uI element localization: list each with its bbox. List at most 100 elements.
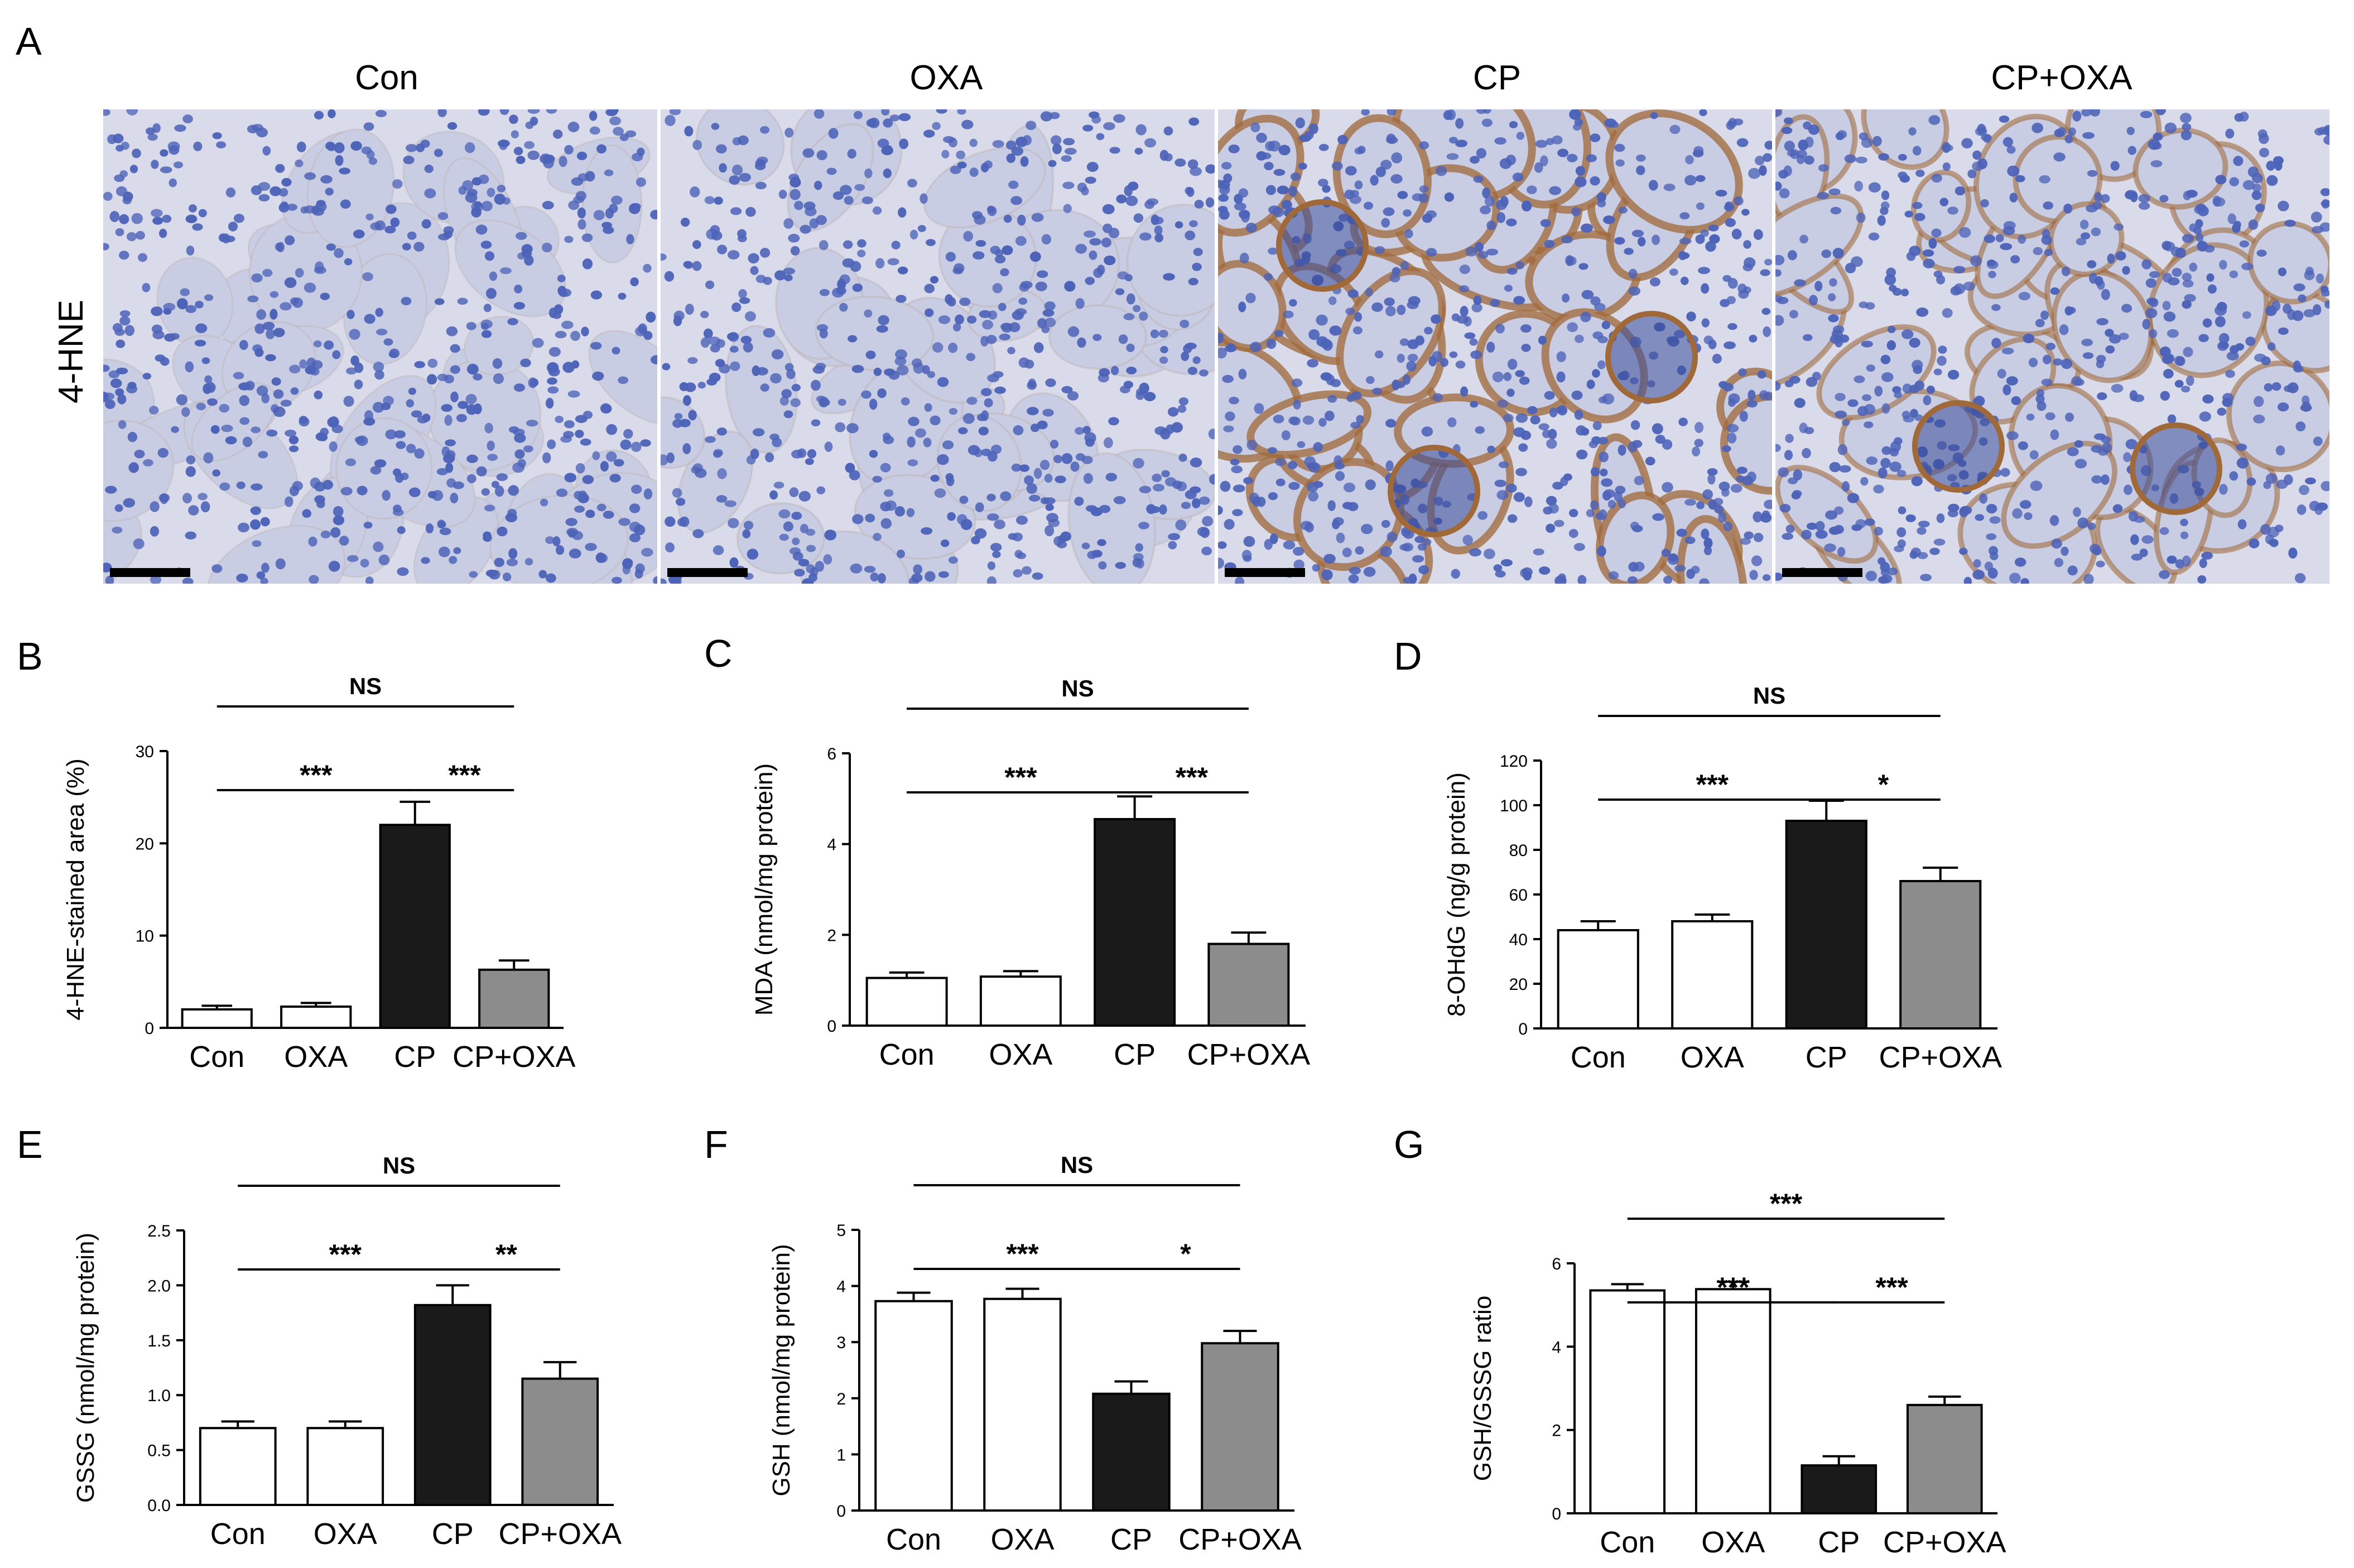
nucleus: [2042, 354, 2052, 364]
nucleus: [2264, 383, 2273, 392]
nucleus: [115, 339, 126, 348]
significance-label: ***: [329, 1239, 362, 1270]
nucleus: [2035, 319, 2045, 328]
nucleus: [1037, 270, 1048, 278]
nucleus: [2091, 227, 2101, 237]
nucleus: [1332, 520, 1340, 530]
nucleus: [810, 379, 821, 391]
nucleus: [1190, 486, 1201, 494]
nucleus: [212, 469, 221, 477]
nucleus: [151, 209, 163, 218]
nucleus: [596, 144, 606, 154]
nucleus: [984, 398, 993, 408]
nucleus: [2321, 480, 2329, 492]
nucleus: [372, 402, 384, 413]
nucleus: [1008, 533, 1018, 540]
nucleus: [1234, 194, 1243, 204]
nucleus: [2225, 369, 2235, 378]
nucleus: [1235, 576, 1245, 584]
nucleus: [2153, 132, 2163, 141]
nucleus: [1150, 329, 1159, 339]
nucleus: [577, 219, 586, 230]
nucleus: [1898, 153, 1907, 161]
nucleus: [225, 187, 236, 198]
nucleus: [2125, 190, 2138, 199]
nucleus: [1595, 512, 1605, 520]
nucleus: [262, 146, 271, 156]
bar-cp: [413, 1304, 492, 1506]
nucleus: [1695, 422, 1704, 434]
nucleus: [1828, 526, 1841, 535]
nucleus: [784, 274, 793, 281]
nucleus: [1909, 384, 1920, 393]
nucleus: [1902, 411, 1910, 419]
nucleus: [1984, 561, 1994, 571]
nucleus: [881, 109, 890, 116]
nucleus: [1031, 213, 1044, 222]
nucleus: [481, 201, 493, 211]
nucleus: [541, 242, 552, 253]
nucleus: [382, 490, 391, 501]
nucleus: [1371, 302, 1383, 312]
nucleus: [1817, 191, 1830, 200]
glomerulus: [1605, 311, 1698, 403]
nucleus: [216, 141, 227, 148]
category-label: OXA: [284, 1040, 348, 1074]
nucleus: [1245, 223, 1257, 233]
nucleus: [469, 571, 478, 578]
nucleus: [228, 222, 238, 232]
nucleus: [200, 501, 210, 513]
nucleus: [992, 283, 1003, 294]
nucleus: [1540, 155, 1548, 167]
nucleus: [119, 310, 131, 317]
nucleus: [791, 450, 803, 459]
nucleus: [1055, 475, 1066, 484]
nucleus: [1105, 473, 1118, 482]
bar-cp-oxa: [1906, 1403, 1983, 1515]
nucleus: [1322, 185, 1331, 193]
nucleus: [2298, 294, 2307, 302]
nucleus: [2001, 347, 2014, 355]
nucleus: [1923, 258, 1935, 269]
nucleus: [1123, 313, 1135, 320]
nucleus: [1029, 494, 1041, 502]
category-label: Con: [1600, 1526, 1655, 1559]
nucleus: [2059, 324, 2069, 335]
nucleus: [1015, 515, 1028, 525]
nucleus: [1556, 351, 1566, 363]
nucleus: [2063, 203, 2073, 214]
nucleus: [1920, 574, 1932, 581]
nucleus: [466, 189, 478, 197]
nucleus: [938, 315, 951, 324]
nucleus: [2051, 538, 2062, 549]
nucleus: [115, 228, 124, 237]
nucleus: [828, 128, 839, 139]
nucleus: [1512, 172, 1524, 182]
nucleus: [508, 485, 519, 496]
nucleus: [1275, 458, 1286, 466]
significance-label: ***: [1004, 762, 1037, 793]
nucleus: [1350, 421, 1361, 429]
nucleus: [492, 358, 503, 369]
nucleus: [280, 400, 292, 407]
nucleus: [1243, 477, 1254, 484]
nucleus: [1678, 417, 1688, 426]
nucleus: [1035, 281, 1047, 291]
nucleus: [527, 109, 540, 114]
nucleus: [1273, 415, 1284, 424]
nucleus: [1293, 399, 1301, 410]
nucleus: [2323, 124, 2329, 136]
nucleus: [1111, 365, 1119, 376]
nucleus: [2260, 524, 2271, 535]
nucleus: [1291, 378, 1303, 387]
nucleus: [814, 180, 822, 190]
nucleus: [2112, 504, 2123, 513]
nucleus: [1032, 572, 1043, 580]
nucleus: [1513, 296, 1525, 305]
nucleus: [339, 167, 351, 175]
nucleus: [1139, 311, 1148, 321]
nucleus: [185, 361, 194, 373]
nucleus: [972, 211, 983, 219]
nucleus: [1989, 546, 1999, 556]
